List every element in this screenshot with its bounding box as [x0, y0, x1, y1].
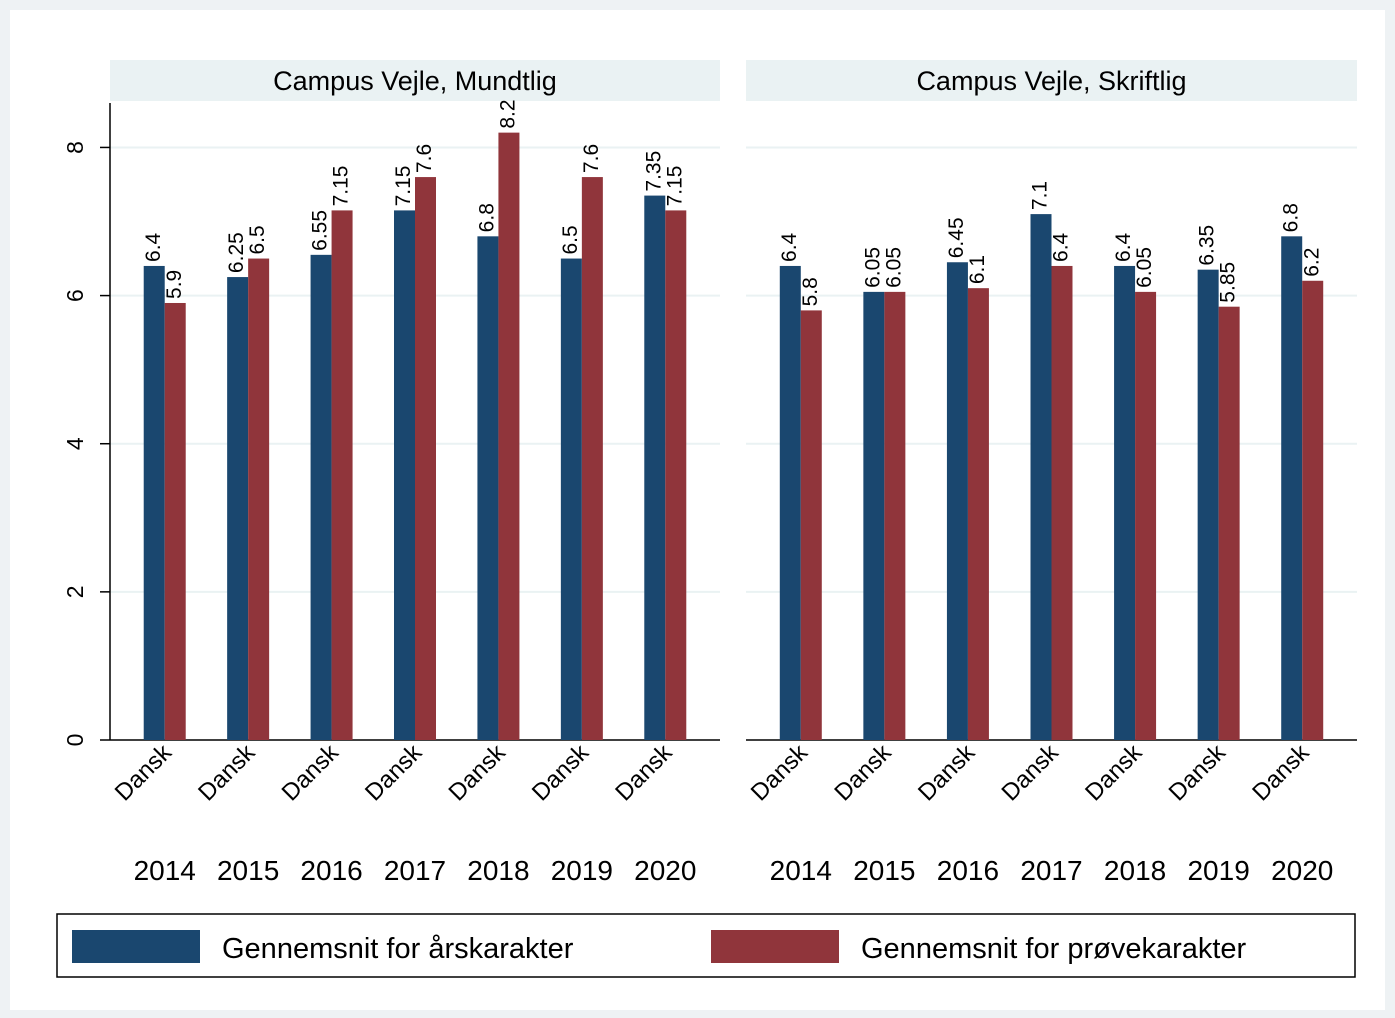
value-label: 6.05 — [882, 247, 905, 288]
bar — [581, 177, 603, 740]
bar — [800, 310, 822, 740]
value-label: 7.6 — [413, 144, 436, 173]
bar — [779, 265, 801, 740]
group-label: 2017 — [1020, 855, 1082, 886]
y-tick-label: 0 — [62, 734, 88, 747]
value-label: 6.8 — [475, 203, 498, 232]
bar — [665, 210, 687, 740]
value-label: 7.6 — [580, 144, 603, 173]
bar — [498, 132, 520, 740]
group-label: 2014 — [770, 855, 832, 886]
bar — [1218, 306, 1240, 740]
value-label: 6.2 — [1300, 248, 1323, 277]
panel-title: Campus Vejle, Skriftlig — [916, 66, 1186, 96]
value-label: 6.4 — [1112, 232, 1135, 262]
bar — [1135, 291, 1157, 740]
panel-title-strip — [110, 60, 720, 101]
value-label: 5.9 — [163, 270, 186, 299]
bar — [1302, 280, 1324, 740]
bar — [884, 291, 906, 740]
bar — [1281, 236, 1303, 741]
group-label: 2019 — [551, 855, 613, 886]
panel-title: Campus Vejle, Mundtlig — [273, 66, 557, 96]
panel-title-strip — [746, 60, 1357, 101]
value-label: 6.05 — [1133, 247, 1156, 288]
group-label: 2016 — [937, 855, 999, 886]
y-tick-label: 8 — [62, 141, 88, 154]
value-label: 7.15 — [330, 166, 353, 207]
bar — [1051, 265, 1073, 740]
y-tick-label: 6 — [62, 289, 88, 302]
value-label: 7.15 — [392, 166, 415, 207]
value-label: 7.15 — [663, 166, 686, 207]
bar — [310, 254, 332, 740]
group-label: 2020 — [1271, 855, 1333, 886]
bar — [560, 258, 582, 740]
bar — [394, 210, 415, 740]
value-label: 6.1 — [966, 255, 989, 284]
group-label: 2015 — [853, 855, 915, 886]
group-label: 2020 — [634, 855, 696, 886]
bar — [477, 236, 499, 741]
value-label: 7.1 — [1029, 181, 1052, 210]
value-label: 6.4 — [142, 232, 165, 262]
value-label: 6.05 — [861, 247, 884, 288]
group-label: 2015 — [217, 855, 279, 886]
value-label: 6.45 — [945, 217, 968, 258]
bar — [946, 262, 968, 740]
bar — [644, 195, 666, 740]
bar — [863, 291, 885, 740]
bar — [1030, 214, 1052, 741]
legend-label: Gennemsnit for årskarakter — [222, 933, 574, 965]
value-label: 6.5 — [559, 225, 582, 254]
legend-swatch — [72, 930, 200, 963]
bar — [143, 265, 165, 740]
y-tick-label: 4 — [62, 437, 88, 450]
value-label: 6.4 — [778, 232, 801, 262]
group-label: 2018 — [467, 855, 529, 886]
group-label: 2018 — [1104, 855, 1166, 886]
value-label: 6.4 — [1050, 232, 1073, 262]
bar — [331, 210, 353, 740]
legend-box — [56, 913, 1356, 978]
value-label: 6.55 — [309, 210, 332, 251]
value-label: 6.35 — [1196, 225, 1219, 266]
bar — [248, 258, 270, 740]
group-label: 2014 — [134, 855, 196, 886]
value-label: 8.2 — [496, 99, 519, 128]
value-label: 6.5 — [246, 225, 269, 254]
y-tick-label: 2 — [62, 585, 88, 598]
bar — [1114, 265, 1136, 740]
group-label: 2019 — [1187, 855, 1249, 886]
bar — [415, 177, 436, 740]
legend-swatch — [711, 930, 839, 963]
bar — [164, 302, 186, 740]
legend-label: Gennemsnit for prøvekarakter — [861, 933, 1247, 965]
bar — [227, 277, 249, 740]
bar — [1197, 269, 1219, 740]
group-label: 2017 — [384, 855, 446, 886]
bar — [967, 288, 989, 740]
value-label: 7.35 — [642, 151, 665, 192]
value-label: 6.25 — [225, 232, 248, 273]
value-label: 5.85 — [1217, 262, 1240, 303]
value-label: 6.8 — [1279, 203, 1302, 232]
group-label: 2016 — [300, 855, 362, 886]
value-label: 5.8 — [799, 277, 822, 306]
